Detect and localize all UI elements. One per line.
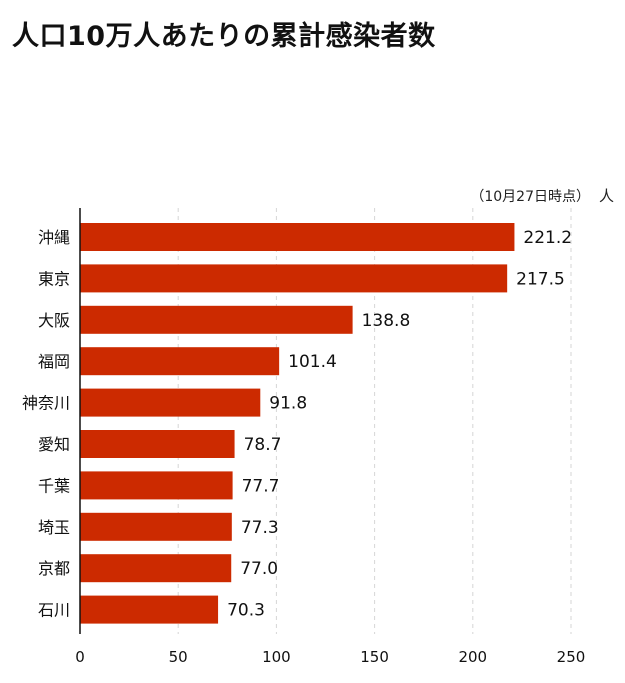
value-label: 77.0: [240, 559, 278, 579]
value-label: 91.8: [269, 394, 307, 414]
bars: [80, 223, 515, 624]
category-label: 埼玉: [38, 518, 70, 537]
value-label: 138.8: [362, 311, 411, 331]
bar: [80, 554, 232, 583]
value-label: 77.7: [242, 476, 280, 496]
bar: [80, 347, 280, 376]
value-label: 221.2: [523, 228, 572, 248]
bar: [80, 264, 508, 293]
category-label: 東京: [38, 269, 70, 288]
x-tick-label: 0: [75, 648, 85, 666]
x-tick-label: 250: [557, 648, 586, 666]
value-labels: 221.2 217.5 138.8 101.4 91.8 78.7 77.7 77.3 77.0…: [227, 228, 572, 621]
x-tick-label: 200: [458, 648, 487, 666]
unit-label: 人: [599, 187, 614, 205]
value-label: 217.5: [516, 269, 565, 289]
value-label: 101.4: [288, 352, 337, 372]
category-label: 大阪: [38, 311, 70, 330]
x-tick-labels: 0 50 100 150 200 250: [75, 648, 585, 666]
date-note: （10月27日時点）: [470, 189, 590, 205]
chart-title: 人口10万人あたりの累計感染者数: [12, 21, 436, 52]
category-label: 千葉: [38, 476, 70, 495]
value-label: 78.7: [244, 435, 282, 455]
category-label: 沖縄: [38, 228, 70, 247]
category-label: 福岡: [38, 352, 70, 371]
x-tick-label: 150: [360, 648, 389, 666]
category-label: 愛知: [38, 435, 70, 454]
value-label: 77.3: [241, 518, 279, 538]
category-label: 神奈川: [22, 394, 70, 413]
value-label: 70.3: [227, 601, 265, 621]
bar: [80, 388, 261, 417]
x-tick-label: 100: [262, 648, 291, 666]
category-label: 石川: [38, 601, 70, 620]
bar: [80, 595, 219, 624]
bar: [80, 471, 233, 500]
bar: [80, 430, 235, 458]
bar: [80, 223, 515, 251]
bar: [80, 305, 353, 334]
bar: [80, 512, 232, 541]
category-label: 京都: [38, 559, 70, 578]
x-tick-label: 50: [169, 648, 188, 666]
